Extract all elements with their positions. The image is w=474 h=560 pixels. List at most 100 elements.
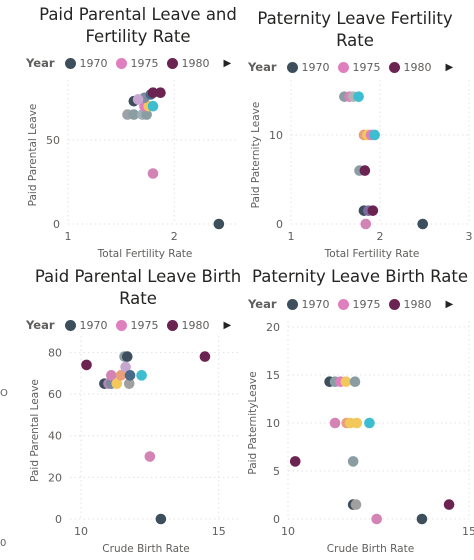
chevron-right-icon[interactable]: ▶	[223, 319, 232, 331]
data-point	[371, 513, 382, 525]
legend-item-1970[interactable]: 1970	[286, 298, 330, 311]
legend-item-1980[interactable]: 1980	[388, 60, 432, 74]
data-point	[364, 417, 375, 429]
legend-label: 1980	[181, 318, 210, 332]
legend-item-1970[interactable]: 1970	[64, 319, 108, 332]
y-tick-label: 50	[46, 134, 60, 147]
y-tick-label: 0	[276, 218, 283, 231]
legend[interactable]: Year 1970 1975 1980 ▶	[26, 55, 231, 71]
y-tick-label: 0	[55, 513, 62, 526]
data-point	[213, 218, 225, 230]
legend-dot-icon	[64, 57, 76, 69]
legend-item-1970[interactable]: 1970	[286, 61, 330, 74]
data-point	[123, 378, 135, 389]
y-tick-label: 10	[269, 129, 283, 142]
data-point	[155, 513, 167, 525]
data-point	[147, 87, 159, 99]
y-tick-label: 40	[48, 430, 62, 443]
legend-dot-icon	[115, 57, 127, 69]
chart-title: Paid Parental Leave Birth Rate	[28, 266, 248, 310]
legend-item-1970[interactable]: 1970	[64, 57, 108, 70]
data-point	[289, 456, 301, 467]
chart-title-text: Paid Parental Leave Birth Rate	[34, 267, 242, 308]
x-axis-label: Total Fertility Rate	[97, 248, 193, 260]
legend-label: 1975	[130, 56, 159, 70]
legend-dot-icon	[337, 61, 349, 73]
data-point	[416, 513, 428, 525]
chevron-right-icon[interactable]: ▶	[223, 57, 232, 69]
legend-label: 1980	[403, 60, 432, 74]
chevron-right-icon[interactable]: ▶	[445, 61, 454, 73]
legend-title: Year	[248, 297, 277, 311]
data-point	[359, 165, 371, 176]
data-point	[347, 456, 359, 467]
x-tick-label: 10	[281, 525, 295, 538]
legend-item-1980[interactable]: 1980	[388, 297, 432, 311]
legend[interactable]: Year 1970 1975 1980 ▶	[248, 59, 453, 75]
y-tick-label: 0	[273, 513, 280, 526]
legend-item-1975[interactable]: 1975	[337, 297, 381, 311]
data-point	[349, 376, 361, 388]
chevron-right-icon[interactable]: ▶	[445, 298, 454, 310]
data-point	[199, 351, 211, 362]
chart-title-text: Paternity Leave Birth Rate	[252, 267, 468, 286]
legend-item-1980[interactable]: 1980	[166, 56, 210, 70]
legend-title: Year	[248, 60, 277, 74]
legend-dot-icon	[388, 61, 400, 73]
legend-item-1975[interactable]: 1975	[115, 319, 159, 332]
y-tick-label: 5	[273, 465, 280, 478]
data-point	[111, 378, 123, 389]
data-point	[81, 359, 92, 371]
data-point	[417, 218, 429, 230]
legend[interactable]: Year 1970 1975 1980 ▶	[26, 317, 231, 333]
legend-title: Year	[26, 56, 55, 70]
data-point	[120, 361, 131, 373]
data-point	[443, 499, 455, 510]
chart-title-text: Paid Parental Leave and Fertility Rate	[39, 5, 237, 46]
x-axis-label: Crude Birth Rate	[102, 543, 189, 555]
data-point	[121, 351, 133, 362]
data-point	[132, 94, 144, 105]
chart-title: Paternity Leave Birth Rate	[250, 266, 470, 288]
x-tick-label: 3	[466, 230, 473, 243]
legend-title: Year	[26, 318, 55, 332]
x-tick-label: 2	[171, 230, 178, 243]
legend-dot-icon	[166, 57, 178, 69]
data-point	[353, 91, 364, 102]
x-axis-label: Crude Birth Rate	[327, 543, 414, 555]
chart-title: Paternity Leave Fertility Rate	[250, 8, 460, 52]
data-point	[350, 499, 362, 510]
y-tick-label: 20	[266, 321, 280, 334]
y-axis-label: Paid PaternityLeave	[247, 371, 259, 474]
data-point	[106, 370, 117, 381]
chart-panel-paternity-fertility: Paternity Leave Fertility Rate Year 1970 1…	[240, 0, 474, 262]
data-point	[340, 376, 352, 388]
data-point	[351, 417, 363, 429]
data-point	[124, 370, 136, 381]
data-point	[128, 109, 140, 120]
data-point	[147, 100, 159, 112]
x-tick-label: 10	[74, 525, 88, 538]
legend-label: 1980	[403, 297, 432, 311]
chart-title-text: Paternity Leave Fertility Rate	[257, 9, 453, 50]
chart-panel-parental-birth: Paid Parental Leave Birth Rate Year 1970 1…	[0, 262, 241, 560]
data-point	[136, 370, 147, 381]
legend-item-1980[interactable]: 1980	[166, 318, 210, 332]
legend-item-1975[interactable]: 1975	[115, 56, 159, 70]
data-point	[144, 451, 156, 462]
data-point	[155, 87, 166, 99]
edge-mark-left: O	[0, 388, 8, 399]
legend-dot-icon	[286, 298, 298, 310]
x-axis-label: Total Fertility Rate	[324, 248, 420, 260]
data-point	[141, 109, 152, 120]
y-tick-label: 60	[48, 388, 62, 401]
legend-label: 1975	[352, 297, 381, 311]
legend-label: 1980	[181, 56, 210, 70]
x-tick-label: 1	[65, 230, 72, 243]
legend[interactable]: Year 1970 1975 1980 ▶	[248, 296, 453, 312]
legend-item-1975[interactable]: 1975	[337, 61, 381, 74]
legend-dot-icon	[64, 319, 76, 331]
y-tick-label: 15	[266, 369, 280, 382]
x-tick-label: 2	[377, 230, 384, 243]
data-point	[115, 370, 127, 381]
